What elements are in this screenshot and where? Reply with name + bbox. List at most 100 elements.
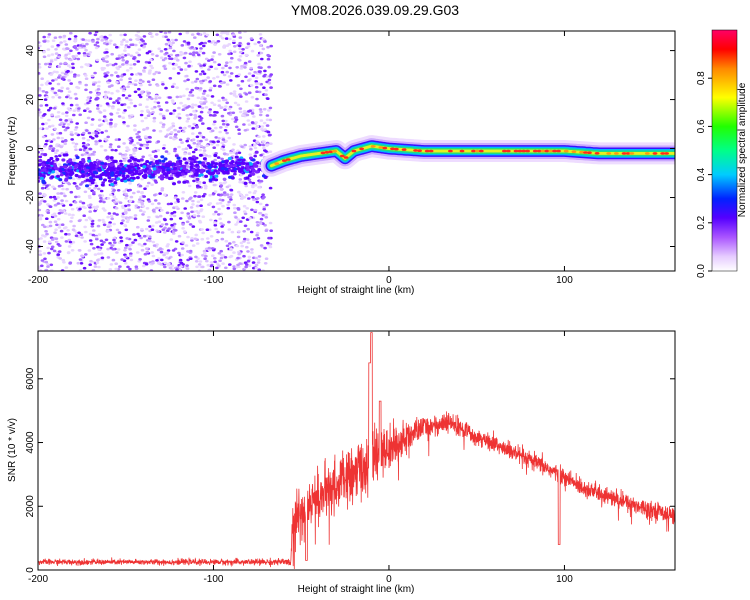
noise-speckle: [49, 73, 53, 76]
noise-speckle: [217, 104, 222, 107]
noise-speckle: [187, 144, 191, 147]
noise-speckle: [219, 184, 224, 187]
noise-speckle: [237, 190, 241, 194]
noise-band-mark: [45, 164, 50, 168]
noise-band-mark: [80, 170, 85, 174]
noise-speckle: [132, 233, 136, 236]
noise-speckle: [167, 96, 172, 99]
noise-speckle: [85, 42, 89, 46]
noise-speckle: [127, 82, 131, 86]
noise-speckle: [209, 218, 213, 222]
noise-speckle: [246, 241, 251, 245]
noise-speckle: [261, 37, 266, 41]
noise-band-mark: [95, 175, 100, 179]
noise-speckle: [202, 64, 206, 67]
noise-speckle: [72, 158, 77, 161]
noise-speckle: [254, 76, 259, 80]
noise-speckle: [140, 90, 144, 94]
noise-speckle: [106, 229, 110, 232]
noise-speckle: [236, 218, 241, 221]
noise-speckle: [192, 179, 196, 183]
noise-speckle: [106, 71, 110, 74]
noise-speckle: [266, 57, 271, 61]
noise-band-mark: [129, 162, 134, 166]
noise-speckle: [84, 77, 89, 80]
noise-speckle: [218, 201, 223, 205]
noise-speckle: [199, 81, 204, 85]
noise-speckle: [202, 72, 207, 76]
noise-speckle: [171, 249, 176, 252]
noise-speckle: [166, 128, 170, 132]
noise-speckle: [216, 156, 221, 159]
noise-speckle: [198, 148, 202, 152]
noise-speckle: [121, 116, 125, 119]
noise-speckle: [39, 104, 43, 107]
noise-speckle: [98, 111, 103, 114]
noise-speckle: [267, 133, 272, 137]
noise-speckle: [177, 112, 181, 116]
noise-speckle: [128, 188, 132, 192]
noise-speckle: [248, 181, 253, 184]
noise-speckle: [42, 252, 47, 255]
noise-speckle: [105, 64, 110, 67]
noise-speckle: [150, 66, 155, 70]
noise-speckle: [250, 121, 255, 124]
noise-speckle: [112, 222, 116, 226]
noise-speckle: [129, 195, 134, 199]
noise-band-mark: [249, 162, 253, 166]
noise-speckle: [129, 101, 134, 105]
noise-speckle: [215, 202, 220, 205]
noise-speckle: [56, 82, 61, 86]
noise-band-mark: [211, 177, 216, 181]
noise-speckle: [51, 95, 55, 99]
noise-speckle: [257, 268, 261, 271]
noise-speckle: [59, 229, 64, 233]
noise-speckle: [109, 263, 114, 266]
noise-speckle: [45, 217, 49, 220]
noise-speckle: [157, 202, 161, 205]
noise-speckle: [122, 38, 126, 42]
noise-speckle: [147, 50, 152, 53]
noise-band-mark: [180, 172, 185, 176]
noise-speckle: [172, 49, 176, 53]
noise-speckle: [69, 49, 73, 53]
noise-speckle: [194, 70, 199, 73]
ridge-hotspot: [471, 149, 476, 153]
noise-speckle: [145, 109, 150, 112]
noise-speckle: [163, 218, 167, 222]
noise-speckle: [145, 146, 150, 150]
noise-speckle: [57, 184, 62, 188]
noise-band-mark: [184, 161, 189, 165]
noise-speckle: [263, 128, 267, 131]
noise-speckle: [143, 242, 147, 246]
noise-speckle: [75, 103, 79, 107]
noise-speckle: [186, 214, 190, 217]
ridge-hotspot: [525, 149, 530, 153]
noise-band-mark: [176, 171, 181, 175]
noise-speckle: [102, 200, 106, 204]
noise-speckle: [80, 181, 85, 184]
noise-speckle: [223, 31, 227, 35]
x-tick-label: 100: [556, 275, 573, 286]
noise-speckle: [218, 130, 222, 134]
noise-speckle: [136, 190, 141, 194]
noise-speckle: [159, 108, 163, 111]
noise-speckle: [206, 76, 210, 79]
noise-speckle: [38, 111, 42, 114]
y-tick-label: 20: [25, 94, 36, 106]
noise-speckle: [253, 42, 257, 46]
noise-speckle: [57, 65, 62, 68]
noise-speckle: [122, 121, 126, 124]
noise-speckle: [190, 210, 194, 214]
ridge-hotspot: [625, 152, 631, 155]
noise-speckle: [149, 157, 154, 160]
noise-speckle: [179, 261, 184, 265]
noise-speckle: [200, 166, 204, 169]
noise-speckle: [264, 93, 268, 96]
noise-speckle: [256, 104, 260, 107]
noise-speckle: [127, 106, 131, 109]
noise-band-mark: [232, 163, 237, 168]
noise-speckle: [264, 89, 269, 92]
noise-speckle: [134, 79, 138, 82]
noise-speckle: [106, 91, 111, 94]
